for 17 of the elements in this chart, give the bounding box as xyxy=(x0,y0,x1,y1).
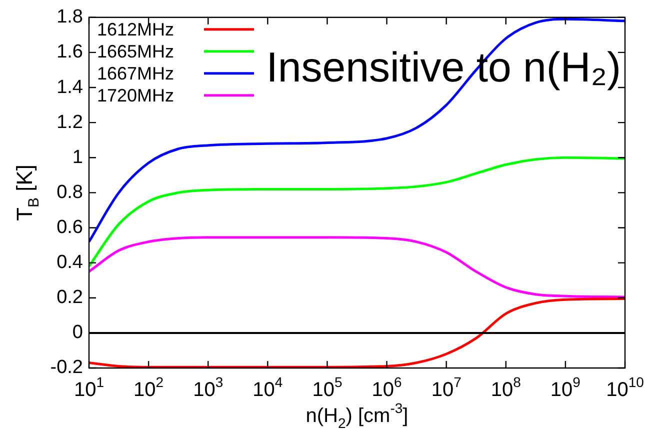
legend-label: 1612MHz xyxy=(97,19,174,40)
y-tick-label: 1.8 xyxy=(56,6,83,28)
y-tick-label: 0.8 xyxy=(56,182,83,203)
y-tick-label: 0.2 xyxy=(56,287,83,308)
y-tick-label: 1 xyxy=(72,146,83,168)
legend-label: 1667MHz xyxy=(97,63,174,84)
y-tick-label: 1.2 xyxy=(56,112,83,133)
legend-label: 1720MHz xyxy=(97,85,174,106)
legend-label: 1665MHz xyxy=(97,41,174,62)
y-tick-label: 1.4 xyxy=(56,76,84,98)
y-tick-label: 1.6 xyxy=(56,42,83,63)
y-axis-title: TB [K] xyxy=(12,164,43,221)
y-tick-label: -0.2 xyxy=(50,357,83,378)
y-tick-label: 0 xyxy=(72,322,83,344)
y-tick-label: 0.6 xyxy=(56,216,83,238)
annotation: Insensitive to n(H₂) xyxy=(266,43,621,90)
y-tick-label: 0.4 xyxy=(56,252,84,274)
